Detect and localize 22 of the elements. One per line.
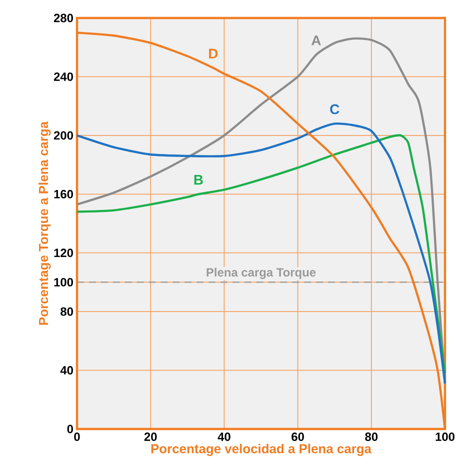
y-tick-label: 280 [54, 14, 73, 22]
x-tick-label: 100 [436, 432, 454, 441]
x-axis-title: Porcentage velocidad a Plena carga [151, 444, 372, 456]
y-tick-label: 160 [54, 190, 73, 198]
y-tick-label: 100 [54, 278, 73, 286]
y-tick-label: 0 [67, 424, 73, 434]
ref-line-label: Plena carga Torque [206, 268, 316, 280]
y-tick-label: 200 [54, 131, 73, 140]
annotation: C [330, 104, 340, 114]
annotation: D [209, 48, 218, 58]
x-tick-label: 60 [292, 432, 304, 441]
y-tick-label: 240 [54, 72, 73, 81]
annotation: B [194, 175, 203, 185]
y-tick-label: 80 [60, 307, 73, 316]
y-tick-label: 120 [54, 248, 73, 258]
y-axis-title: Porcentage Torque a Plena carga [38, 121, 51, 325]
annotation: A [312, 36, 321, 46]
x-tick-label: 80 [365, 432, 378, 441]
x-tick-label: 20 [144, 432, 157, 441]
x-tick-label: 0 [74, 432, 80, 441]
x-tick-label: 40 [218, 432, 230, 441]
y-tick-label: 40 [60, 366, 73, 375]
